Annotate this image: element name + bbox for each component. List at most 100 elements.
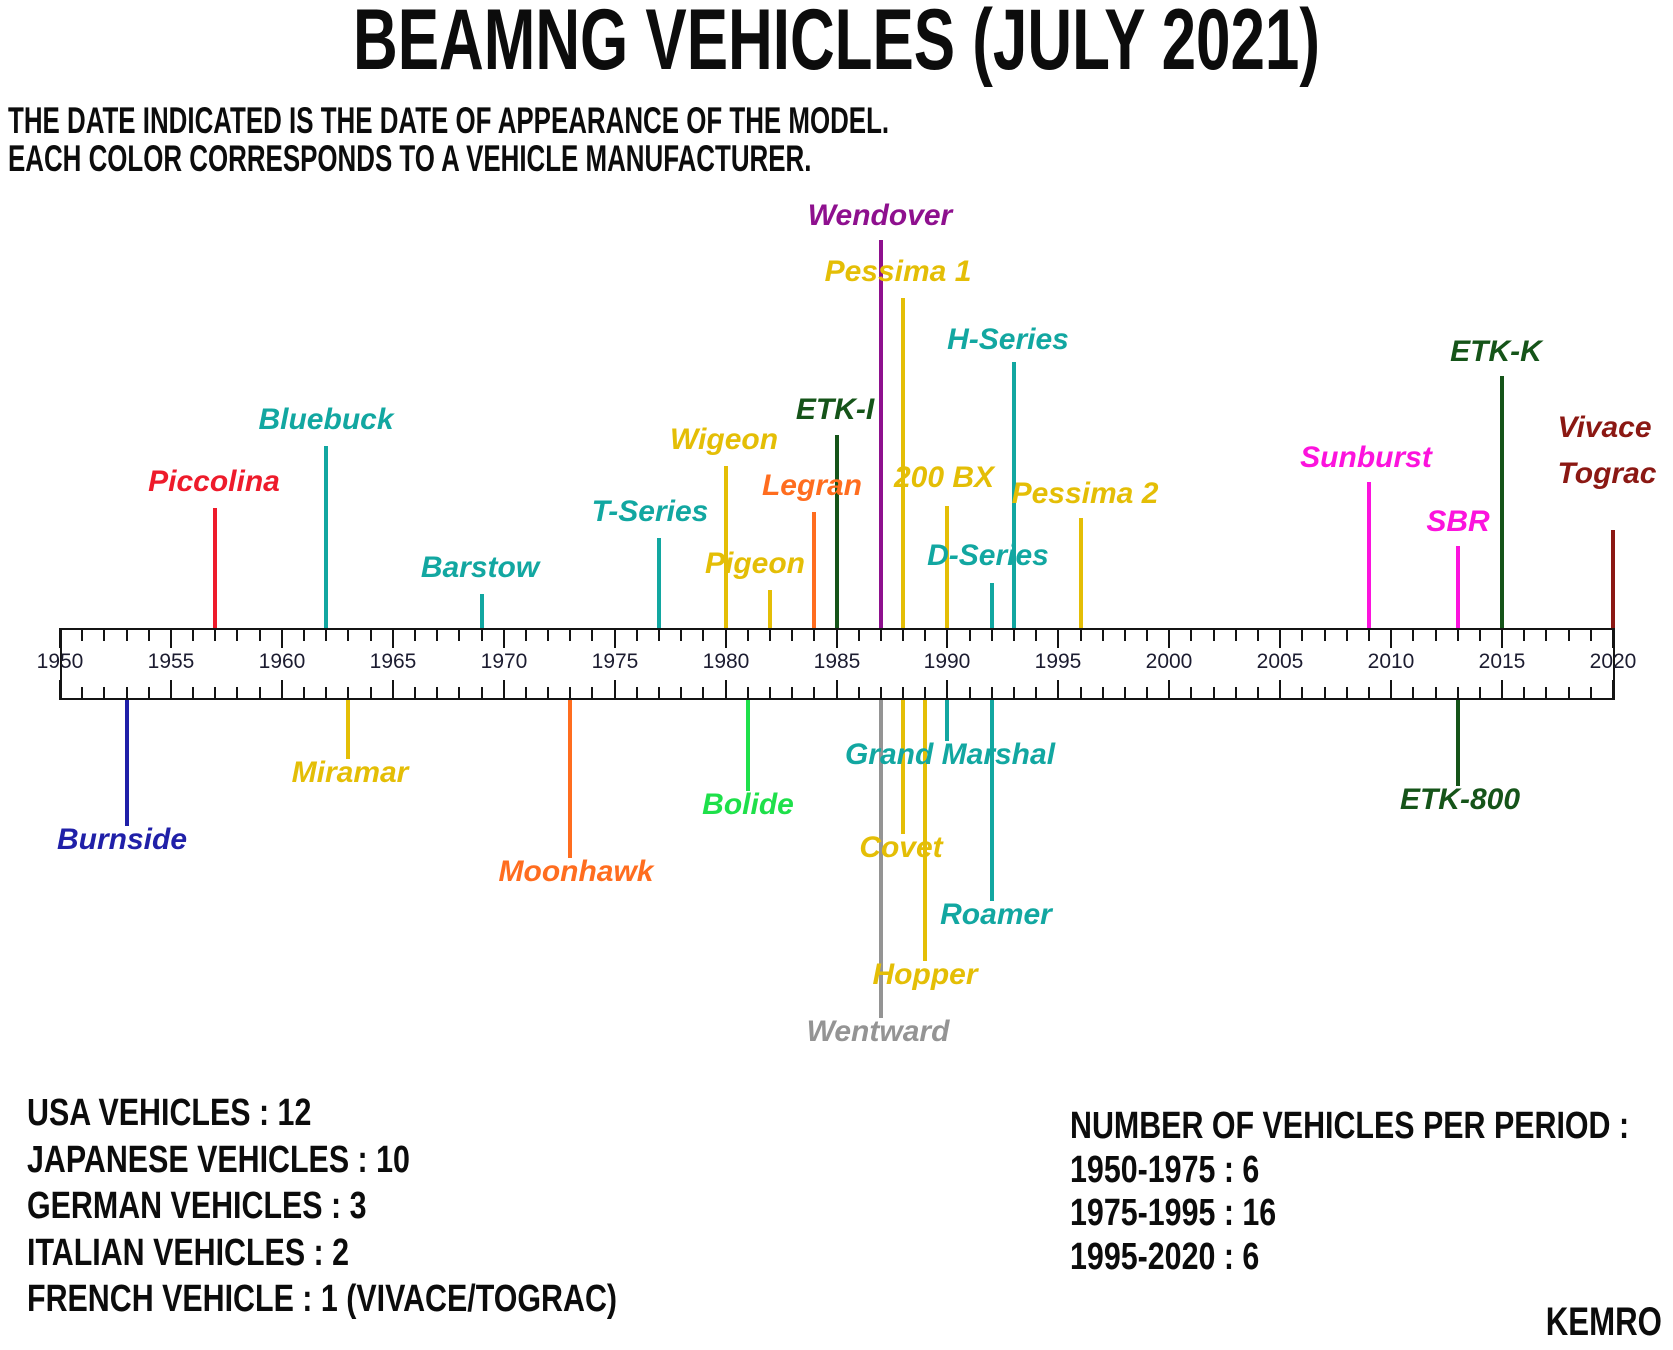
year-label: 1985 — [813, 650, 861, 673]
label-roamer: Roamer — [940, 898, 1052, 931]
major-tick — [836, 628, 838, 648]
minor-tick — [1457, 628, 1459, 641]
minor-tick — [1146, 628, 1148, 641]
minor-tick — [1102, 628, 1104, 641]
minor-tick — [1102, 687, 1104, 700]
minor-tick — [259, 628, 261, 641]
minor-tick — [924, 628, 926, 641]
stats-line: USA VEHICLES : 12 — [27, 1092, 312, 1134]
label-etk-800: ETK-800 — [1399, 783, 1521, 816]
label-d-series: D-Series — [927, 539, 1049, 572]
stem-covet — [901, 700, 905, 834]
label-wendover: Wendover — [807, 199, 953, 232]
minor-tick — [192, 628, 194, 641]
stem-moonhawk — [568, 700, 572, 858]
minor-tick — [236, 628, 238, 641]
minor-tick — [1368, 687, 1370, 700]
year-label: 1975 — [591, 650, 639, 673]
year-label: 1955 — [147, 650, 195, 673]
stem-hopper — [923, 700, 927, 961]
minor-tick — [1124, 628, 1126, 641]
stats-line: ITALIAN VEHICLES : 2 — [27, 1231, 350, 1274]
minor-tick — [192, 687, 194, 700]
minor-tick — [769, 687, 771, 700]
minor-tick — [126, 628, 128, 641]
stats-period-line: 1995-2020 : 6 — [1070, 1235, 1260, 1278]
minor-tick — [436, 687, 438, 700]
minor-tick — [414, 628, 416, 641]
stats-period-header: NUMBER OF VEHICLES PER PERIOD : — [1070, 1105, 1630, 1147]
stem-wendover — [879, 240, 883, 628]
minor-tick — [1590, 687, 1592, 700]
minor-tick — [1346, 687, 1348, 700]
minor-tick — [458, 628, 460, 641]
minor-tick — [370, 628, 372, 641]
minor-tick — [747, 628, 749, 641]
minor-tick — [1479, 628, 1481, 641]
year-label: 1995 — [1034, 650, 1082, 673]
minor-tick — [1568, 628, 1570, 641]
minor-tick — [813, 628, 815, 641]
minor-tick — [458, 687, 460, 700]
label-burnside: Burnside — [56, 823, 188, 856]
stats-period-line: 1950-1975 : 6 — [1070, 1148, 1260, 1191]
major-tick — [281, 628, 283, 648]
stem-vivace-tograc — [1611, 530, 1615, 628]
minor-tick — [436, 628, 438, 641]
stem-etk-800 — [1456, 700, 1460, 786]
label-miramar: Miramar — [291, 756, 409, 789]
subtitle-line-1: THE DATE INDICATED IS THE DATE OF APPEAR… — [8, 100, 890, 141]
minor-tick — [902, 687, 904, 700]
major-tick — [170, 680, 172, 700]
minor-tick — [747, 687, 749, 700]
minor-tick — [1590, 628, 1592, 641]
minor-tick — [1080, 687, 1082, 700]
minor-tick — [370, 687, 372, 700]
major-tick — [1501, 628, 1503, 648]
stem-etk-k — [1500, 376, 1504, 628]
label-vivace-tograc: Vivace Tograc — [1558, 405, 1657, 497]
minor-tick — [1213, 687, 1215, 700]
year-label: 2000 — [1145, 650, 1193, 673]
major-tick — [725, 628, 727, 648]
year-label: 1950 — [36, 650, 84, 673]
minor-tick — [1568, 687, 1570, 700]
label-wigeon: Wigeon — [669, 423, 779, 456]
minor-tick — [1324, 687, 1326, 700]
stem-pessima-2 — [1079, 518, 1083, 628]
minor-tick — [1412, 628, 1414, 641]
stem-barstow — [480, 594, 484, 628]
major-tick — [725, 680, 727, 700]
minor-tick — [591, 628, 593, 641]
minor-tick — [591, 687, 593, 700]
year-label: 2005 — [1256, 650, 1304, 673]
stem-wigeon — [724, 466, 728, 628]
stats-line: FRENCH VEHICLE : 1 (VIVACE/TOGRAC) — [27, 1278, 618, 1320]
label-wentward: Wentward — [806, 1015, 950, 1048]
major-tick — [614, 628, 616, 648]
label-bolide: Bolide — [702, 788, 794, 821]
minor-tick — [1235, 687, 1237, 700]
stem-wentward — [879, 700, 883, 1018]
label-h-series: H-Series — [947, 323, 1069, 356]
stem-burnside — [125, 700, 129, 826]
page-title: BEAMNG VEHICLES (JULY 2021) — [353, 0, 1320, 88]
label-hopper: Hopper — [872, 958, 978, 991]
minor-tick — [813, 687, 815, 700]
minor-tick — [880, 687, 882, 700]
label-200-bx: 200 BX — [893, 461, 995, 494]
minor-tick — [81, 628, 83, 641]
stem-h-series — [1012, 362, 1016, 628]
minor-tick — [1435, 628, 1437, 641]
major-tick — [503, 628, 505, 648]
stem-pigeon — [768, 590, 772, 628]
year-label: 2020 — [1589, 650, 1637, 673]
minor-tick — [81, 687, 83, 700]
label-etk-k: ETK-K — [1450, 335, 1542, 368]
minor-tick — [1301, 628, 1303, 641]
minor-tick — [481, 687, 483, 700]
minor-tick — [1523, 628, 1525, 641]
label-pessima-1: Pessima 1 — [824, 255, 972, 288]
year-label: 1990 — [923, 650, 971, 673]
